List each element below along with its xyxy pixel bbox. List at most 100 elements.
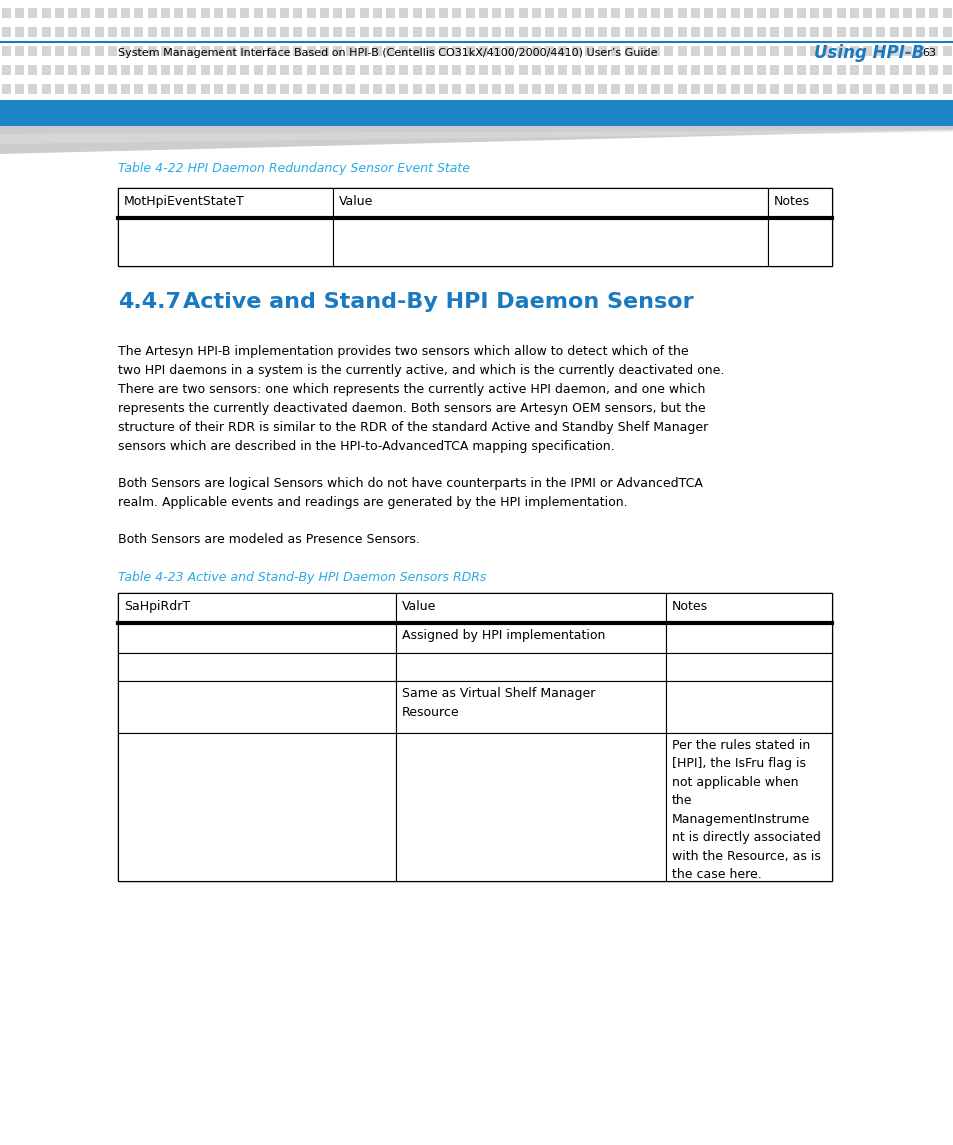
Bar: [42, 8, 51, 18]
Bar: [478, 84, 488, 94]
Bar: [928, 46, 938, 56]
Bar: [889, 84, 898, 94]
Bar: [280, 65, 289, 76]
Bar: [121, 27, 131, 37]
Bar: [928, 8, 938, 18]
Bar: [346, 8, 355, 18]
Bar: [200, 8, 210, 18]
Bar: [942, 27, 951, 37]
Bar: [690, 8, 700, 18]
Bar: [876, 8, 884, 18]
Bar: [240, 8, 250, 18]
Bar: [783, 8, 792, 18]
Bar: [307, 46, 315, 56]
Bar: [227, 8, 236, 18]
Text: 4.4.7: 4.4.7: [118, 292, 181, 311]
Bar: [624, 8, 633, 18]
Bar: [373, 65, 381, 76]
Bar: [638, 8, 646, 18]
Bar: [399, 65, 408, 76]
Bar: [227, 46, 236, 56]
Bar: [677, 65, 686, 76]
Bar: [928, 65, 938, 76]
Bar: [108, 65, 117, 76]
Bar: [876, 46, 884, 56]
Polygon shape: [0, 126, 953, 153]
Bar: [15, 27, 24, 37]
Bar: [333, 188, 767, 218]
Bar: [2, 84, 11, 94]
Bar: [108, 46, 117, 56]
Bar: [478, 65, 488, 76]
Bar: [118, 593, 395, 623]
Bar: [333, 218, 767, 266]
Bar: [532, 27, 540, 37]
Bar: [267, 27, 275, 37]
Bar: [188, 8, 196, 18]
Bar: [743, 46, 752, 56]
Bar: [69, 46, 77, 56]
Bar: [452, 84, 461, 94]
Bar: [319, 27, 329, 37]
Bar: [118, 188, 831, 266]
Bar: [2, 27, 11, 37]
Bar: [611, 65, 619, 76]
Bar: [148, 84, 156, 94]
Bar: [915, 84, 924, 94]
Bar: [836, 46, 845, 56]
Bar: [571, 27, 580, 37]
Bar: [161, 46, 170, 56]
Bar: [690, 46, 700, 56]
Bar: [294, 8, 302, 18]
Bar: [703, 8, 713, 18]
Bar: [611, 8, 619, 18]
Bar: [942, 8, 951, 18]
Bar: [757, 65, 765, 76]
Bar: [188, 46, 196, 56]
Bar: [94, 8, 104, 18]
Bar: [651, 27, 659, 37]
Bar: [638, 84, 646, 94]
Bar: [438, 65, 448, 76]
Bar: [94, 27, 104, 37]
Bar: [399, 8, 408, 18]
Bar: [395, 733, 665, 881]
Bar: [29, 8, 37, 18]
Bar: [213, 46, 223, 56]
Bar: [492, 84, 500, 94]
Bar: [134, 46, 143, 56]
Bar: [743, 27, 752, 37]
Bar: [55, 84, 64, 94]
Bar: [413, 46, 421, 56]
Bar: [638, 27, 646, 37]
Bar: [55, 8, 64, 18]
Text: Notes: Notes: [773, 195, 809, 208]
Bar: [638, 46, 646, 56]
Bar: [796, 46, 805, 56]
Bar: [240, 27, 250, 37]
Bar: [161, 65, 170, 76]
Text: Active and Stand-By HPI Daemon Sensor: Active and Stand-By HPI Daemon Sensor: [183, 292, 693, 311]
Bar: [55, 65, 64, 76]
Bar: [373, 84, 381, 94]
Bar: [69, 27, 77, 37]
Bar: [280, 8, 289, 18]
Bar: [118, 593, 831, 881]
Bar: [267, 8, 275, 18]
Bar: [822, 46, 832, 56]
Bar: [532, 65, 540, 76]
Text: Both Sensors are modeled as Presence Sensors.: Both Sensors are modeled as Presence Sen…: [118, 534, 419, 546]
Bar: [81, 27, 91, 37]
Bar: [333, 27, 342, 37]
Bar: [770, 46, 779, 56]
Bar: [796, 27, 805, 37]
Bar: [465, 27, 475, 37]
Bar: [280, 46, 289, 56]
Bar: [518, 65, 527, 76]
Bar: [677, 46, 686, 56]
Text: The Artesyn HPI-B implementation provides two sensors which allow to detect whic: The Artesyn HPI-B implementation provide…: [118, 345, 688, 358]
Bar: [174, 27, 183, 37]
Bar: [571, 84, 580, 94]
Bar: [200, 27, 210, 37]
Bar: [438, 27, 448, 37]
